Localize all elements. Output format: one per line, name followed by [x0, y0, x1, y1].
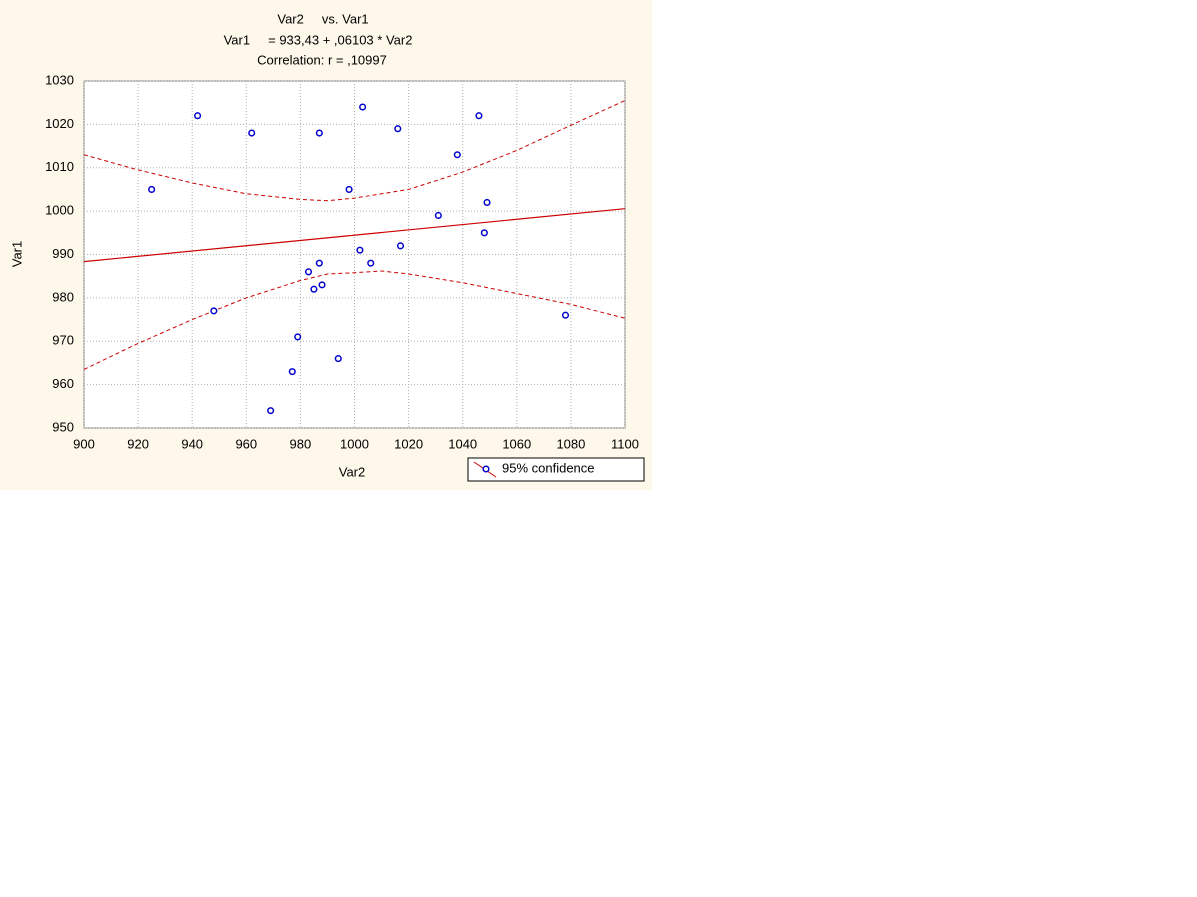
- x-tick-label: 1040: [448, 436, 477, 451]
- point: [315, 259, 323, 267]
- y-tick-label: 1030: [45, 72, 74, 87]
- point: [394, 125, 402, 133]
- x-tick-label: 920: [127, 436, 149, 451]
- point: [315, 129, 323, 137]
- point: [294, 333, 302, 341]
- point: [304, 268, 313, 276]
- x-tick-label: 1060: [502, 436, 531, 451]
- y-tick-label: 990: [52, 246, 74, 261]
- point: [475, 112, 483, 120]
- point: [396, 242, 405, 250]
- point: [480, 229, 488, 237]
- point: [310, 285, 318, 293]
- point: [148, 185, 156, 193]
- annotation: Correlation: r = ,10997: [257, 52, 387, 67]
- x-tick-label: 1100: [611, 436, 639, 451]
- x-tick-label: 1080: [556, 436, 585, 451]
- legend-point-icon: [482, 465, 490, 473]
- legend-label: 95% confidence: [502, 460, 595, 475]
- point: [267, 407, 275, 415]
- point: [334, 355, 342, 363]
- point: [483, 198, 491, 206]
- point: [194, 112, 202, 120]
- point: [210, 307, 218, 315]
- y-tick-label: 1000: [45, 203, 74, 218]
- x-tick-label: 940: [181, 436, 203, 451]
- legend-box: [467, 457, 645, 482]
- x-tick-label: 1000: [340, 436, 369, 451]
- confidence-band-upper: [83, 100, 626, 202]
- point: [345, 185, 353, 193]
- y-tick-label: 980: [52, 289, 74, 304]
- x-tick-label: 960: [235, 436, 257, 451]
- point: [453, 151, 461, 159]
- confidence-band-lower: [83, 270, 626, 370]
- y-tick-label: 950: [52, 419, 74, 434]
- x-tick-label: 980: [290, 436, 312, 451]
- point: [359, 103, 367, 111]
- y-tick-label: 970: [52, 333, 74, 348]
- chart-subtitle: Var1 = 933,43 + ,06103 * Var2: [224, 32, 413, 47]
- point: [367, 259, 375, 267]
- y-tick-label: 1010: [45, 159, 74, 174]
- point: [318, 281, 326, 289]
- point: [434, 211, 442, 220]
- y-tick-label: 1020: [45, 116, 74, 131]
- x-tick-label: 1020: [394, 436, 423, 451]
- point: [288, 368, 296, 376]
- fit-line: [83, 208, 626, 263]
- point: [356, 246, 364, 254]
- y-tick-label: 960: [52, 376, 74, 391]
- y-axis-label: Var1: [9, 241, 24, 268]
- x-axis-label: Var2: [339, 464, 366, 479]
- x-tick-label: 900: [73, 436, 95, 451]
- point: [248, 129, 256, 137]
- chart-title: Var2 vs. Var1: [277, 11, 368, 26]
- point: [561, 311, 570, 319]
